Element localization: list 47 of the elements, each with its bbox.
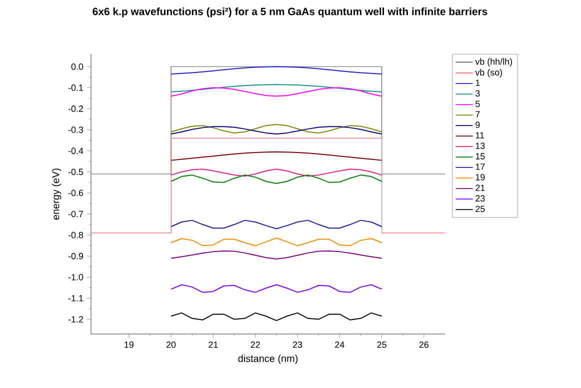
x-tick-label: 25 xyxy=(377,342,386,348)
y-tick-label: -0.1 xyxy=(68,84,84,91)
x-tick-label: 26 xyxy=(419,342,429,348)
y-tick-label: 0.0 xyxy=(71,63,84,70)
y-tick-label: -0.2 xyxy=(68,106,84,112)
y-tick-label: -0.7 xyxy=(68,210,84,218)
x-tick-label: 19 xyxy=(124,342,134,348)
y-tick-label: -1.0 xyxy=(68,274,84,280)
legend-label: 23 xyxy=(476,195,485,202)
line-series xyxy=(170,220,382,230)
y-tick-label: -0.8 xyxy=(68,232,84,238)
chart-title: 6x6 k.p wavefunctions (psi²) for a 5 nm GaAs quantum well with infinite barriers xyxy=(92,8,488,18)
y-tick-label: -0.5 xyxy=(68,168,84,176)
line-series xyxy=(170,174,382,184)
legend-label: 9 xyxy=(476,122,480,128)
line-series xyxy=(170,151,382,161)
x-tick-label: 20 xyxy=(166,342,176,348)
y-tick-label: -0.4 xyxy=(68,148,84,154)
y-tick-label: -1.2 xyxy=(68,316,84,322)
x-axis-title: distance (nm) xyxy=(238,354,298,364)
legend-label: 11 xyxy=(476,132,484,138)
y-tick-label: -0.3 xyxy=(68,126,84,133)
y-tick-label: -0.9 xyxy=(68,252,84,260)
legend-label: 19 xyxy=(476,174,485,180)
legend-label: 25 xyxy=(476,206,485,212)
legend-label: 7 xyxy=(476,111,480,118)
y-axis-title: energy (eV) xyxy=(52,168,62,220)
legend-label: 3 xyxy=(476,90,480,97)
legend-label: 21 xyxy=(476,184,485,191)
x-tick-label: 24 xyxy=(335,342,344,348)
y-tick-label: -1.1 xyxy=(68,295,84,302)
line-series xyxy=(170,124,382,134)
legend-label: vb (hh/lh) xyxy=(475,58,512,67)
line-series xyxy=(170,312,382,322)
x-tick-label: 23 xyxy=(292,342,302,348)
line-series xyxy=(170,238,382,246)
legend-label: vb (so) xyxy=(475,68,502,78)
legend-label: 1 xyxy=(476,80,480,86)
legend-label: 17 xyxy=(476,164,485,170)
line-series xyxy=(170,284,382,293)
legend-label: 5 xyxy=(476,100,480,108)
line-series xyxy=(170,126,382,134)
x-tick-label: 22 xyxy=(250,342,260,348)
legend-label: 15 xyxy=(476,153,485,160)
x-tick-label: 21 xyxy=(208,342,218,348)
y-tick-label: -0.6 xyxy=(68,190,84,196)
legend-label: 13 xyxy=(476,142,485,149)
